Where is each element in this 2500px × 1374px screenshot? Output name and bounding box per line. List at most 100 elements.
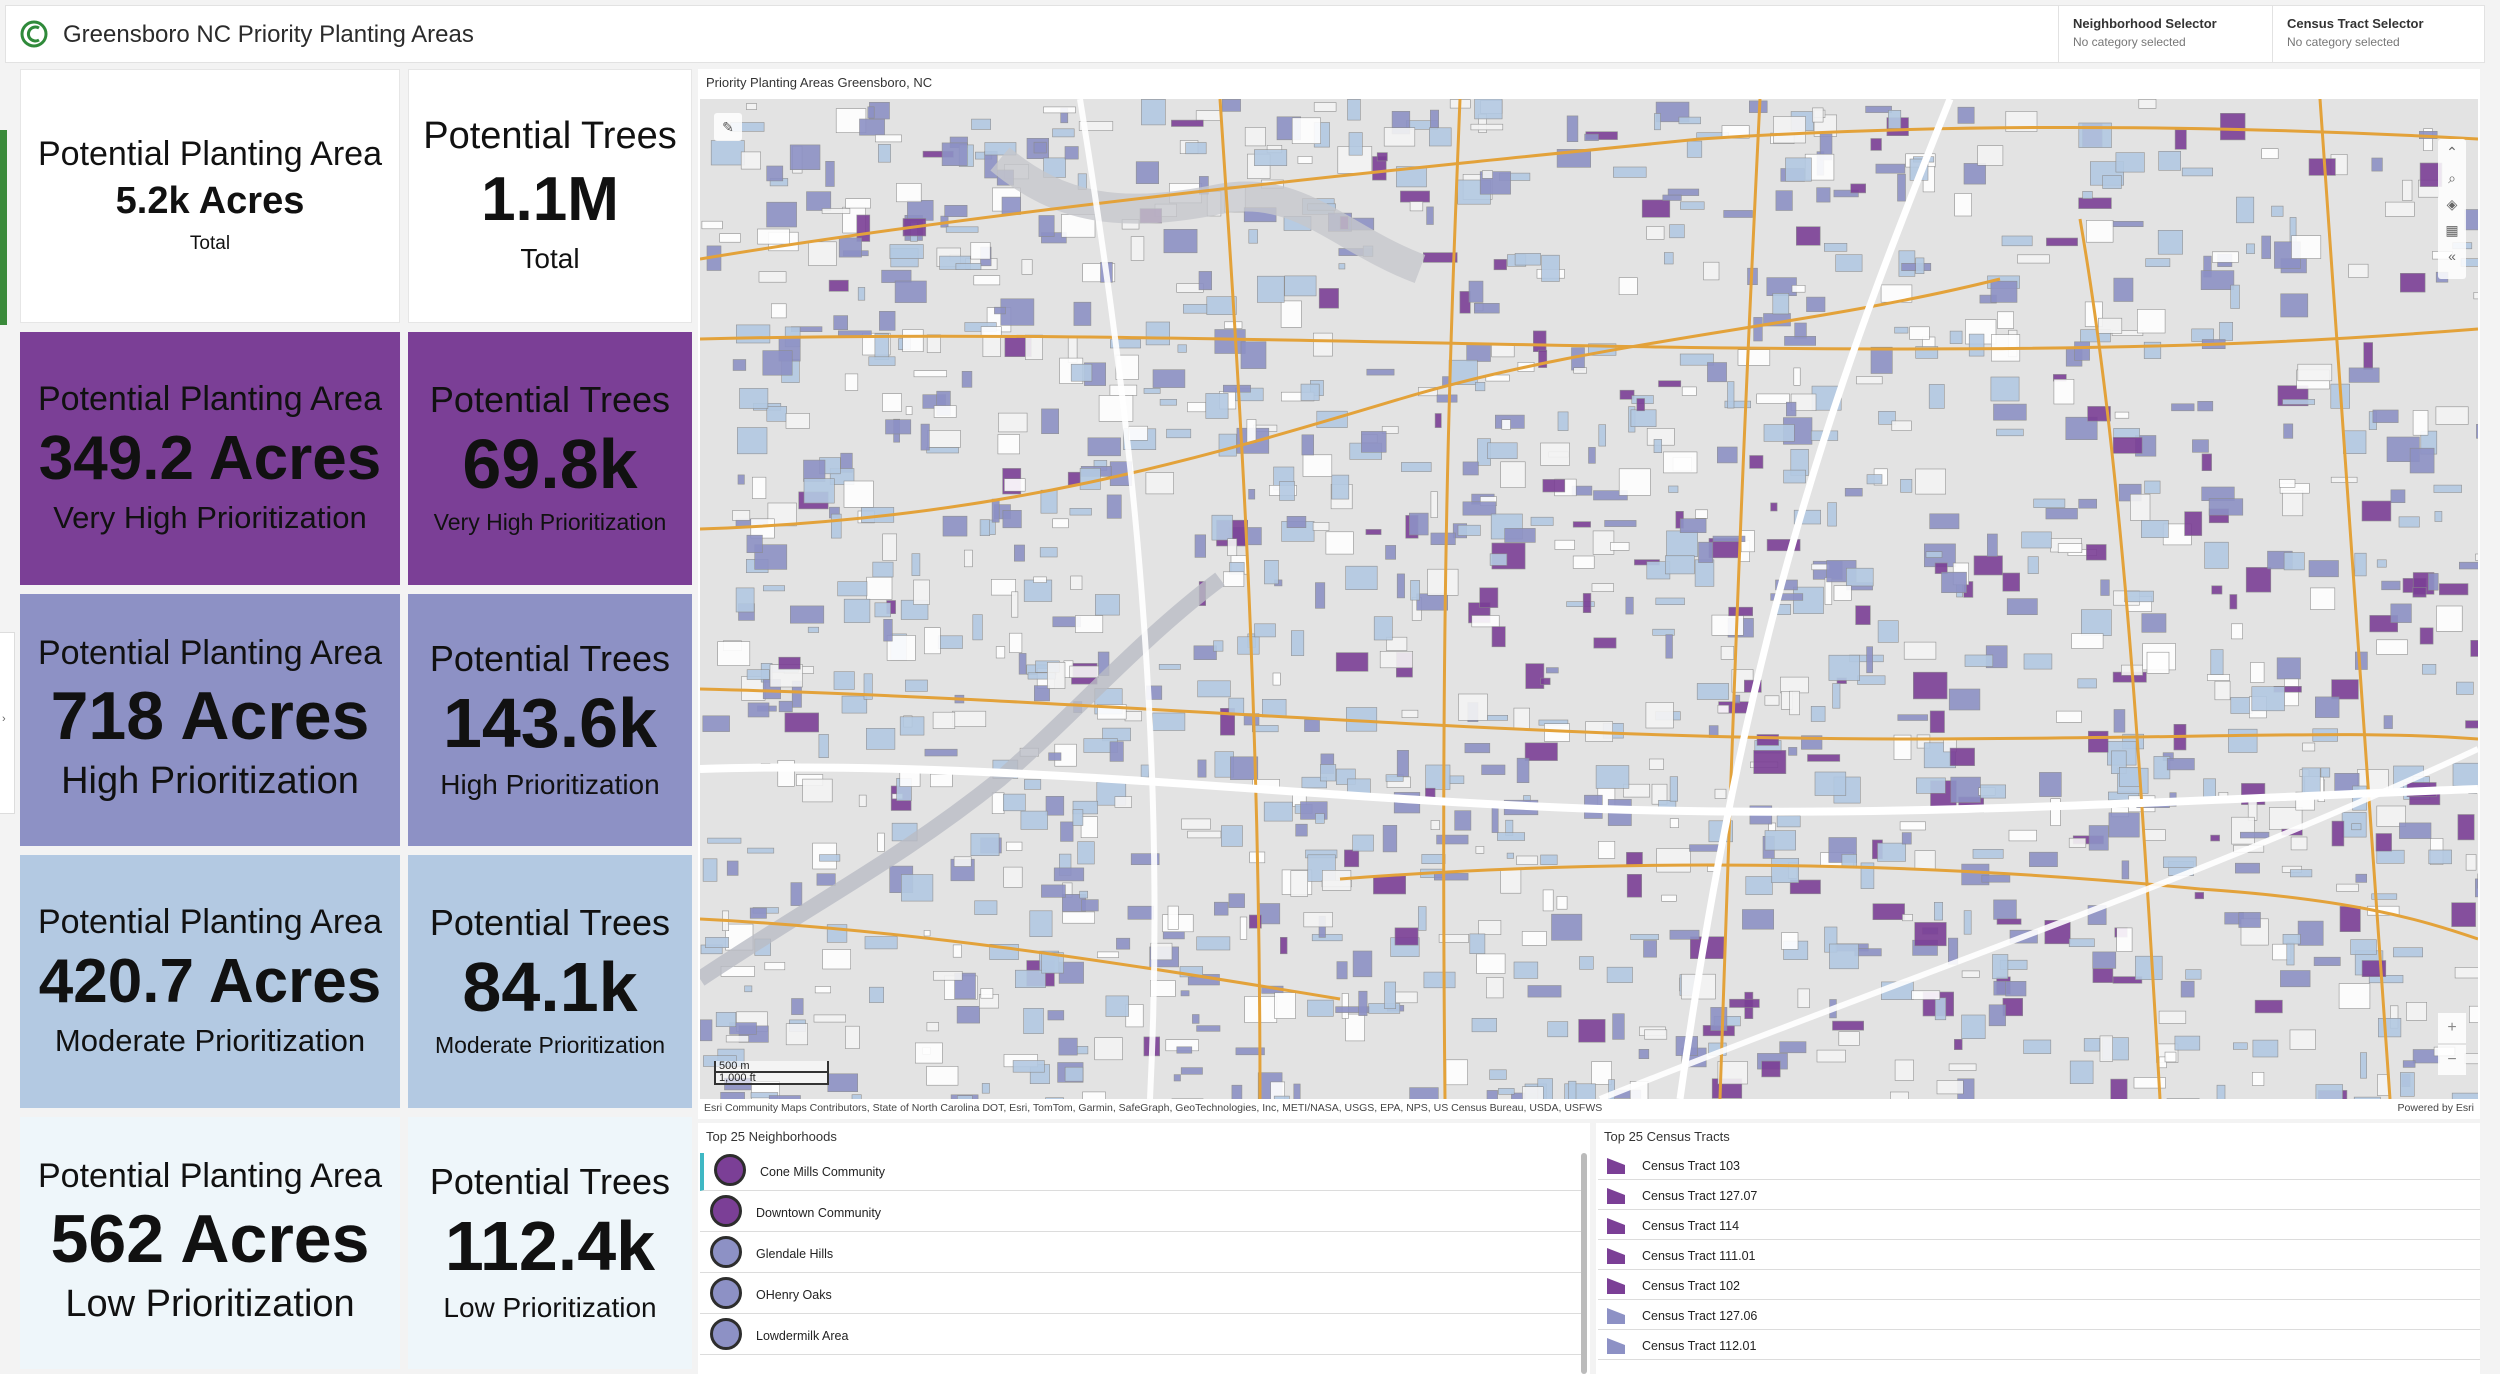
neighborhood-selector-value: No category selected [2073,35,2186,49]
list-item-label: Lowdermilk Area [756,1329,849,1343]
neighborhood-list-panel: Top 25 Neighborhoods Cone Mills Communit… [698,1123,1590,1374]
card-label: Potential Trees [429,637,671,679]
list-item[interactable]: Glendale Hills [700,1235,1582,1273]
chevron-right-icon: › [2,713,6,725]
card-subtitle: Moderate Prioritization [54,1022,366,1058]
list-item[interactable]: Lowdermilk Area [700,1317,1582,1355]
category-color-icon [710,1318,742,1350]
list-item[interactable]: Census Tract 112.01 [1598,1331,2480,1360]
card-label: Potential Planting Area [37,634,383,673]
scrollbar[interactable] [1581,1153,1587,1374]
side-panel-toggle[interactable]: › [0,632,15,814]
card-label: Potential Planting Area [37,380,383,419]
card-value: 1.1M [481,165,619,234]
list-item[interactable]: Census Tract 114 [1598,1211,2480,1240]
expand-icon[interactable]: ⌃ [2446,144,2458,160]
scale-meters: 500 m [714,1061,829,1073]
list-item-label: Census Tract 102 [1642,1279,1740,1293]
card-subtitle: Very High Prioritization [53,499,367,535]
map-panel: Priority Planting Areas Greensboro, NC ✎… [698,69,2480,1119]
list-item[interactable]: OHenry Oaks [700,1276,1582,1314]
list-item[interactable]: Census Tract 111.01 [1598,1241,2480,1270]
card-value: 718 Acres [50,677,370,754]
census-tract-selector[interactable]: Census Tract Selector No category select… [2272,6,2484,62]
card-subtitle: Moderate Prioritization [434,1032,666,1058]
zoom-in-icon[interactable]: + [2438,1013,2466,1043]
collapse-icon[interactable]: « [2448,248,2456,264]
category-color-icon [710,1236,742,1268]
card-value: 562 Acres [50,1200,370,1277]
card-total-trees: Potential Trees 1.1M Total [408,69,692,323]
scale-feet: 1,000 ft [714,1073,829,1085]
basemap-icon[interactable]: ▦ [2445,222,2459,238]
card-label: Potential Planting Area [37,135,383,173]
card-label: Potential Planting Area [37,1157,383,1196]
card-label: Potential Trees [429,1160,671,1202]
map-title: Priority Planting Areas Greensboro, NC [706,75,933,90]
census-tract-selector-label: Census Tract Selector [2287,16,2424,31]
card-subtitle: High Prioritization [61,760,359,803]
side-accent-bar [0,130,7,325]
powered-by-esri[interactable]: Powered by Esri [2397,1102,2474,1114]
city-logo-icon [20,20,48,48]
card-high-trees: Potential Trees 143.6k High Prioritizati… [408,594,692,846]
card-label: Potential Trees [429,902,671,944]
list-item-label: Downtown Community [756,1206,882,1220]
neighborhood-selector-label: Neighborhood Selector [2073,16,2217,31]
card-value: 420.7 Acres [38,946,382,1016]
map-view[interactable]: ✎ ⌃ ⌕ ◈ ▦ « + − 500 m 1,000 ft [700,99,2478,1099]
category-flag-icon [1607,1338,1625,1354]
list-item-label: Glendale Hills [756,1247,834,1261]
card-low-trees: Potential Trees 112.4k Low Prioritizatio… [408,1117,692,1369]
map-canvas[interactable] [700,99,2478,1099]
card-subtitle: Low Prioritization [443,1291,657,1323]
list-item-label: Census Tract 127.07 [1642,1189,1758,1203]
list-item-label: Cone Mills Community [760,1165,886,1179]
card-moderate-area: Potential Planting Area 420.7 Acres Mode… [20,855,400,1108]
card-subtitle: Very High Prioritization [433,509,667,535]
list-item[interactable]: Census Tract 103 [1598,1151,2480,1180]
card-label: Potential Planting Area [37,903,383,942]
category-flag-icon [1607,1158,1625,1174]
card-value: 5.2k Acres [115,180,305,223]
search-icon[interactable]: ⌕ [2448,170,2456,186]
layers-icon[interactable]: ◈ [2446,196,2458,212]
edit-icon[interactable]: ✎ [714,113,742,141]
card-label: Potential Trees [423,115,677,158]
list-item[interactable]: Census Tract 127.07 [1598,1181,2480,1210]
category-color-icon [714,1154,746,1186]
category-flag-icon [1607,1248,1625,1264]
card-subtitle: Total [189,233,231,255]
list-item[interactable]: Census Tract 102 [1598,1271,2480,1300]
card-value: 69.8k [462,425,638,503]
neighborhood-selector[interactable]: Neighborhood Selector No category select… [2058,6,2272,62]
card-low-area: Potential Planting Area 562 Acres Low Pr… [20,1117,400,1369]
list-item[interactable]: Census Tract 127.06 [1598,1301,2480,1330]
category-color-icon [710,1277,742,1309]
card-value: 143.6k [442,683,658,762]
list-item[interactable]: Downtown Community [700,1194,1582,1232]
category-color-icon [710,1195,742,1227]
zoom-controls: + − [2438,1011,2466,1075]
map-attribution[interactable]: Esri Community Maps Contributors, State … [704,1102,1603,1114]
list-item-label: Census Tract 112.01 [1642,1339,1757,1353]
card-high-area: Potential Planting Area 718 Acres High P… [20,594,400,846]
list-item-label: Census Tract 127.06 [1642,1309,1758,1323]
list-item-label: Census Tract 111.01 [1642,1249,1756,1263]
card-total-area: Potential Planting Area 5.2k Acres Total [20,69,400,323]
category-flag-icon [1607,1188,1625,1204]
category-flag-icon [1607,1218,1625,1234]
card-value: 349.2 Acres [38,423,382,493]
card-value: 112.4k [444,1206,656,1285]
card-subtitle: Total [520,243,580,275]
card-very-high-area: Potential Planting Area 349.2 Acres Very… [20,332,400,585]
list-item[interactable]: Cone Mills Community [700,1153,1582,1191]
census-tract-list-title: Top 25 Census Tracts [1604,1129,1730,1144]
app-header: Greensboro NC Priority Planting Areas Ne… [5,5,2485,63]
app-title: Greensboro NC Priority Planting Areas [63,21,474,48]
list-item-label: OHenry Oaks [756,1288,832,1302]
card-subtitle: High Prioritization [440,768,660,800]
card-value: 84.1k [462,948,638,1026]
zoom-out-icon[interactable]: − [2438,1045,2466,1075]
map-toolbar: ⌃ ⌕ ◈ ▦ « [2438,139,2466,279]
